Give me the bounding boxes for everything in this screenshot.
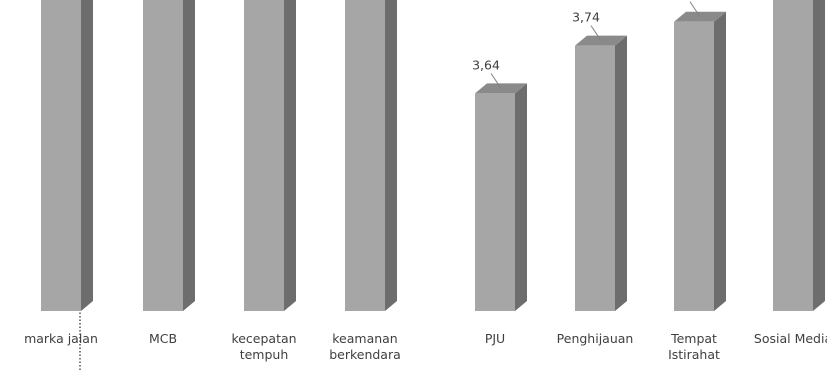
bar-8 — [773, 0, 825, 311]
bar-3 — [244, 0, 296, 311]
bar-front-face — [143, 0, 183, 312]
data-labels-layer: 3,953,943,953,903,643,743,793,85 — [472, 0, 701, 89]
bar-side-face — [284, 0, 296, 311]
category-label: marka jalan — [24, 331, 98, 346]
data-label-leader-line — [490, 73, 502, 89]
bar-side-face — [385, 0, 397, 311]
bar-front-face — [244, 0, 284, 311]
bar-front-face — [475, 93, 515, 312]
category-label: kecepatan — [231, 331, 296, 346]
category-label: PJU — [485, 331, 505, 346]
category-label: keamanan — [332, 331, 398, 346]
bar-side-face — [515, 83, 527, 312]
data-label: 3,74 — [572, 10, 600, 25]
data-label-leader-line — [590, 25, 602, 41]
bar-2 — [143, 0, 195, 312]
bar-1 — [41, 0, 93, 311]
bar-5 — [475, 83, 527, 312]
bar-front-face — [345, 0, 385, 312]
bar-top-face — [674, 11, 726, 22]
bar-front-face — [41, 0, 81, 311]
category-label: Penghijauan — [557, 331, 634, 346]
bar-side-face — [714, 11, 726, 311]
bar-front-face — [773, 0, 813, 311]
bar-side-face — [813, 0, 825, 311]
category-label: berkendara — [329, 347, 401, 362]
bar-6 — [575, 35, 627, 312]
data-label-leader-line — [689, 1, 701, 18]
category-label: Istirahat — [668, 347, 720, 362]
bar-side-face — [81, 0, 93, 311]
bar-front-face — [575, 45, 615, 312]
category-label: MCB — [149, 331, 177, 346]
category-label: Tempat — [670, 331, 717, 346]
category-label: tempuh — [240, 347, 289, 362]
bar-side-face — [615, 35, 627, 312]
bar-front-face — [674, 21, 714, 311]
bars-layer — [41, 0, 825, 312]
bar-7 — [674, 11, 726, 311]
bar-side-face — [183, 0, 195, 311]
bar-4 — [345, 0, 397, 312]
category-label: Sosial Media — [754, 331, 827, 346]
data-label: 3,64 — [472, 57, 500, 72]
data-label: 3,79 — [671, 0, 699, 1]
